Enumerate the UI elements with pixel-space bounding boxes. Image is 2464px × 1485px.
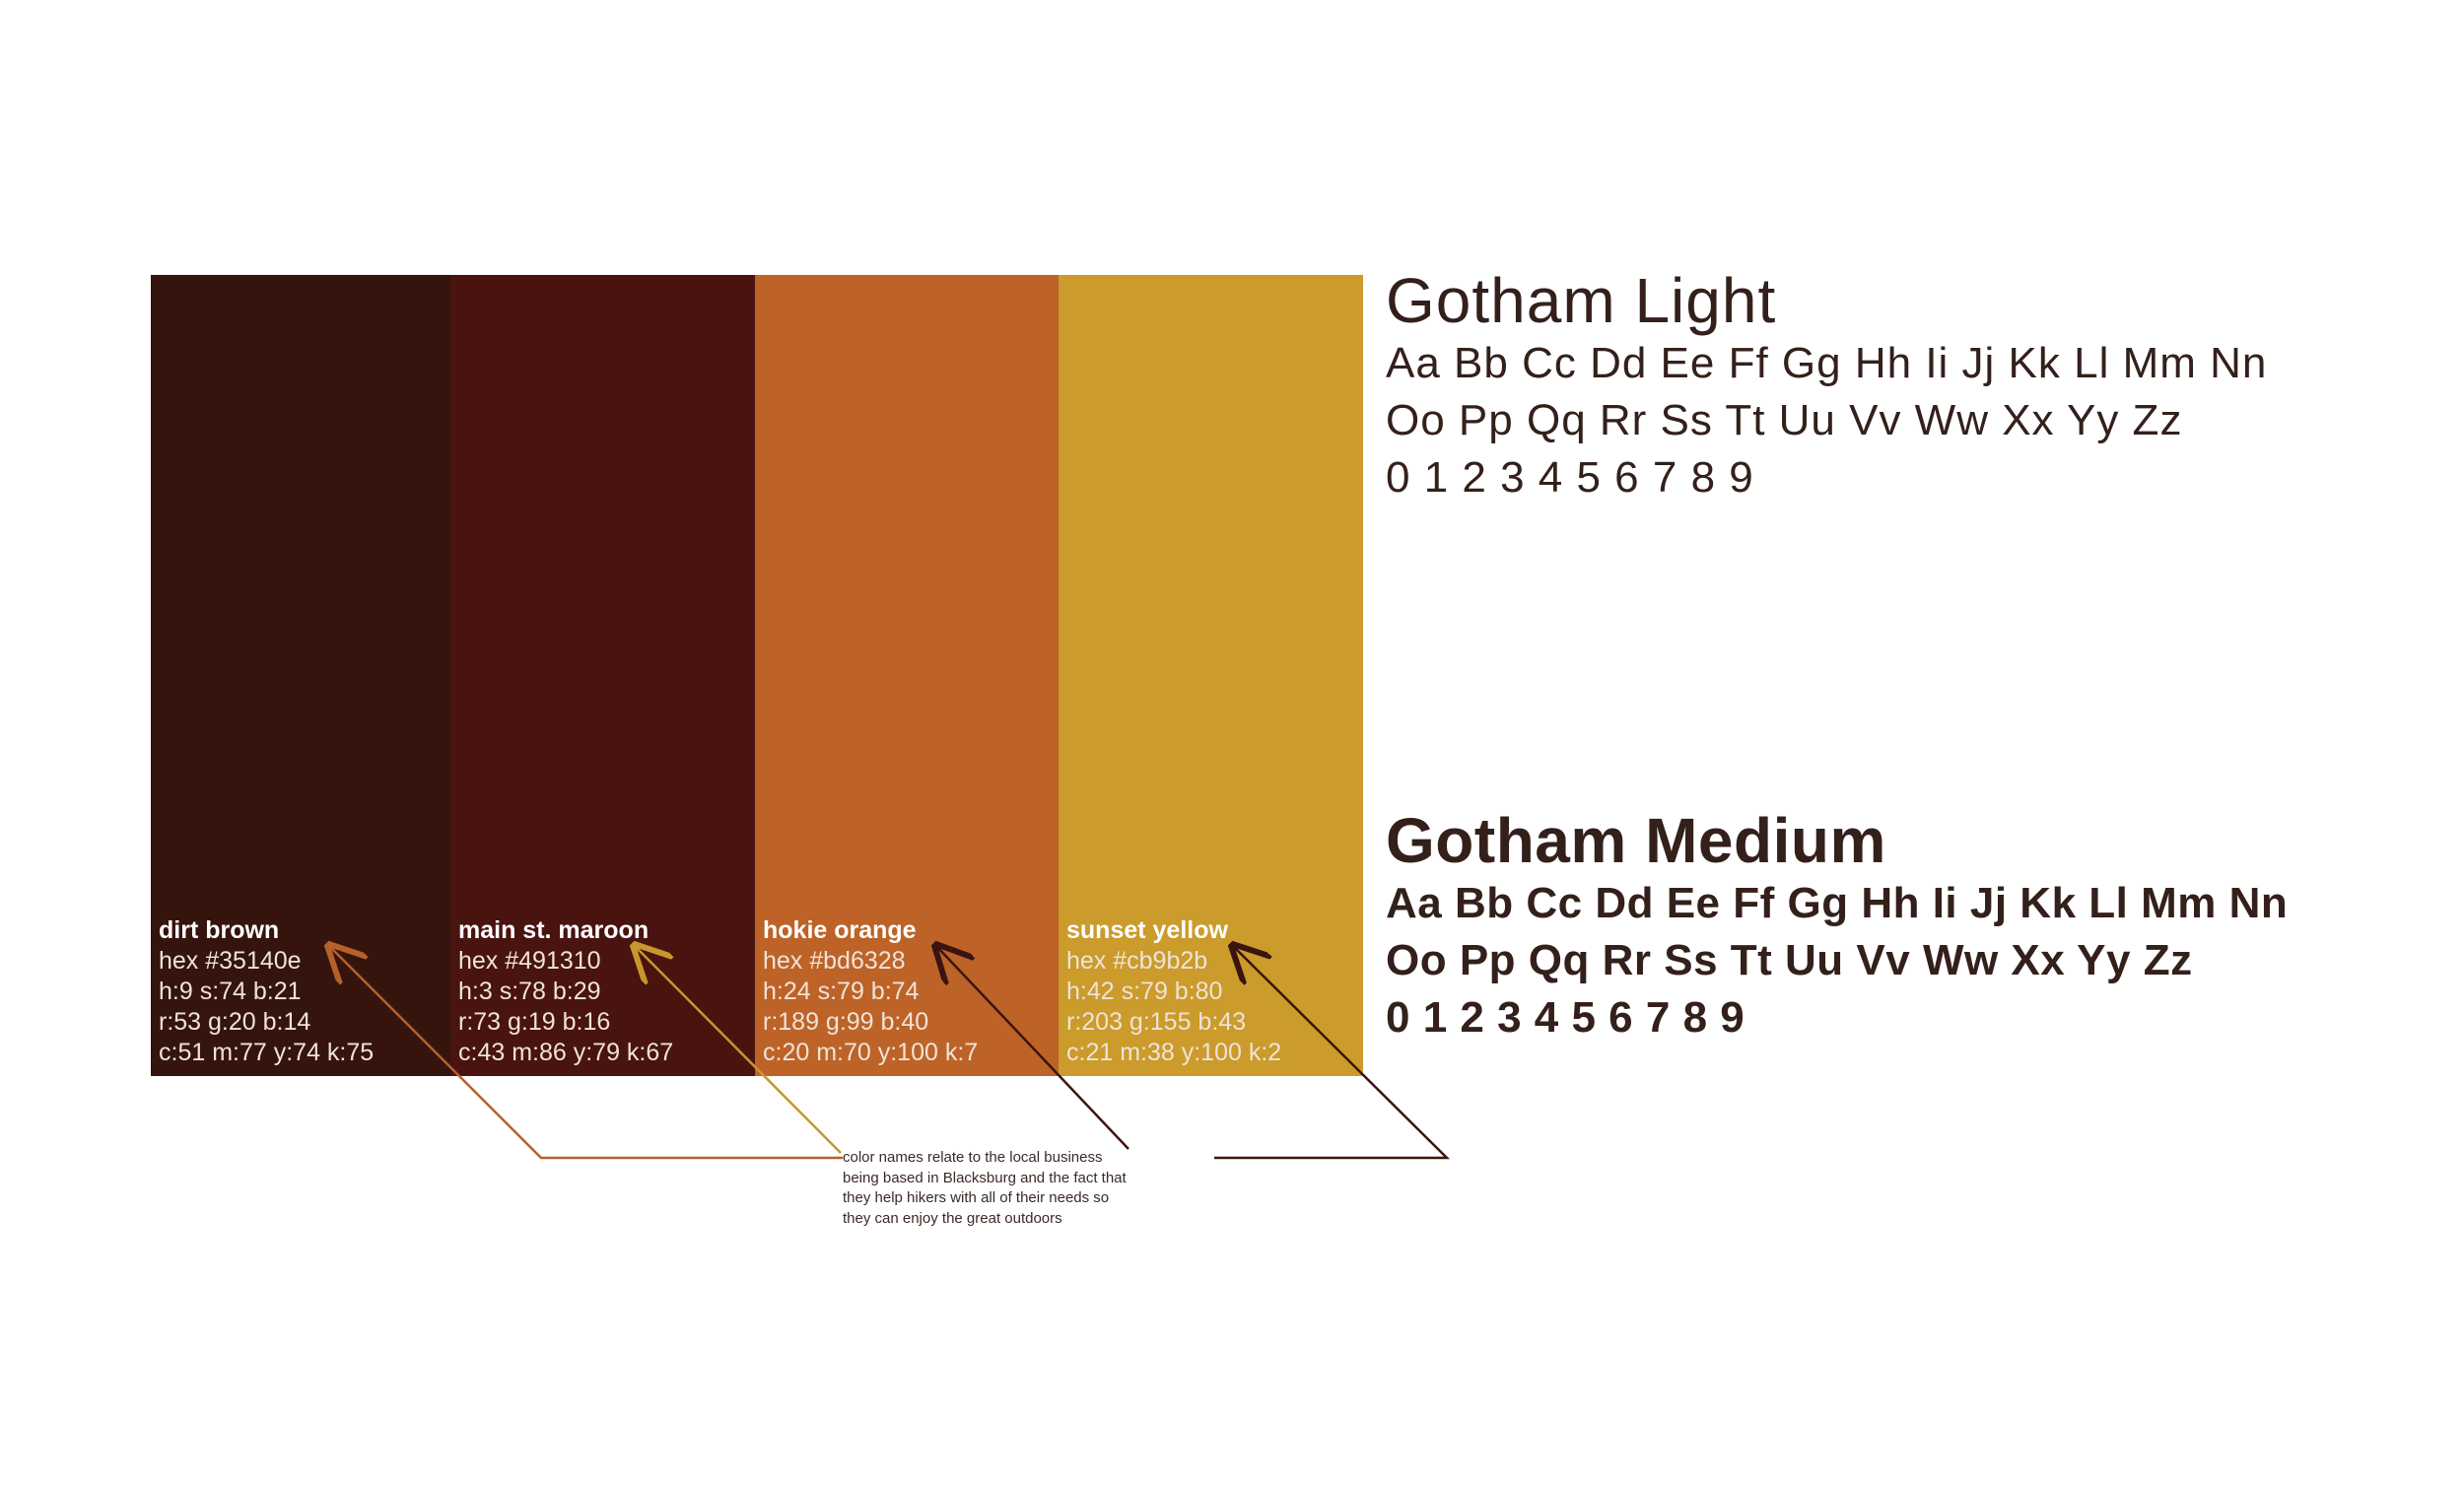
color-value: r:203 g:155 b:43 [1066,1008,1247,1036]
type-specimen: Gotham Medium Aa Bb Cc Dd Ee Ff Gg Hh Ii… [1386,806,2288,1046]
color-value: c:20 m:70 y:100 k:7 [763,1039,979,1066]
color-value: hex #491310 [458,947,601,975]
note-line: color names relate to the local business [843,1149,1103,1166]
annotation-note: color names relate to the local business… [843,1148,1127,1229]
color-value: h:3 s:78 b:29 [458,978,601,1005]
glyph-row: Oo Pp Qq Rr Ss Tt Uu Vv Ww Xx Yy Zz [1386,936,2193,984]
glyph-row: Aa Bb Cc Dd Ee Ff Gg Hh Ii Jj Kk Ll Mm N… [1386,339,2268,387]
color-value: c:21 m:38 y:100 k:2 [1066,1039,1282,1066]
color-value: h:42 s:79 b:80 [1066,978,1223,1005]
color-value: hex #35140e [159,947,302,975]
note-line: they can enjoy the great outdoors [843,1209,1062,1227]
color-value: r:53 g:20 b:14 [159,1008,311,1036]
note-line: they help hikers with all of their needs… [843,1189,1110,1206]
swatch-label: hokie orange hex #bd6328 h:24 s:79 b:74 r:1… [763,915,978,1068]
color-name: hokie orange [763,916,917,944]
color-value: r:189 g:99 b:40 [763,1008,929,1036]
font-title: Gotham Medium [1386,805,1886,876]
color-value: r:73 g:19 b:16 [458,1008,611,1036]
type-specimen: Gotham Light Aa Bb Cc Dd Ee Ff Gg Hh Ii … [1386,266,2267,506]
font-title: Gotham Light [1386,265,1777,336]
color-name: dirt brown [159,916,280,944]
color-swatch: sunset yellow hex #cb9b2b h:42 s:79 b:80 r:… [1059,275,1363,1076]
arrow [635,946,842,1154]
color-value: hex #cb9b2b [1066,947,1208,975]
color-value: h:24 s:79 b:74 [763,978,920,1005]
color-swatch: main st. maroon hex #491310 h:3 s:78 b:29 r… [450,275,755,1076]
color-value: h:9 s:74 b:21 [159,978,302,1005]
color-value: c:43 m:86 y:79 k:67 [458,1039,674,1066]
note-line: being based in Blacksburg and the fact t… [843,1169,1127,1186]
swatch-label: dirt brown hex #35140e h:9 s:74 b:21 r:53 g… [159,915,374,1068]
color-value: c:51 m:77 y:74 k:75 [159,1039,375,1066]
arrow [329,946,843,1160]
swatch-label: main st. maroon hex #491310 h:3 s:78 b:29 r… [458,915,673,1068]
glyph-row: 0 1 2 3 4 5 6 7 8 9 [1386,453,1754,502]
color-swatch: dirt brown hex #35140e h:9 s:74 b:21 r:53 g… [151,275,450,1076]
color-value: hex #bd6328 [763,947,906,975]
swatch-label: sunset yellow hex #cb9b2b h:42 s:79 b:80 r:… [1066,915,1281,1068]
glyph-row: 0 1 2 3 4 5 6 7 8 9 [1386,993,1745,1042]
arrow [1214,946,1451,1160]
arrow [936,946,1129,1150]
color-swatch: hokie orange hex #bd6328 h:24 s:79 b:74 r:1… [755,275,1059,1076]
glyph-row: Oo Pp Qq Rr Ss Tt Uu Vv Ww Xx Yy Zz [1386,396,2183,444]
color-name: main st. maroon [458,916,650,944]
color-name: sunset yellow [1066,916,1228,944]
glyph-row: Aa Bb Cc Dd Ee Ff Gg Hh Ii Jj Kk Ll Mm N… [1386,879,2289,927]
